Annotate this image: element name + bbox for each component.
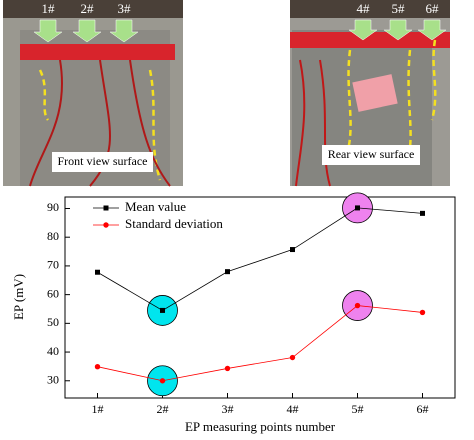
steel-plate <box>3 0 183 18</box>
point <box>159 378 166 384</box>
y-tick-label: 60 <box>47 286 59 300</box>
caption-box <box>322 145 420 165</box>
x-tick-label: 1# <box>92 402 104 416</box>
point-label: 1# <box>42 1 56 16</box>
x-tick-label: 4# <box>287 402 299 416</box>
tag <box>352 74 398 112</box>
point <box>420 210 425 216</box>
x-tick-label: 2# <box>157 402 169 416</box>
rear-photo: 4# 5# 6# Rear view surface <box>290 0 450 187</box>
point <box>160 307 165 313</box>
point-label: 5# <box>392 1 406 16</box>
point <box>224 365 231 372</box>
y-tick-label: 50 <box>47 315 59 329</box>
x-axis-label: EP measuring points number <box>185 419 336 434</box>
point-label: 3# <box>118 1 132 16</box>
arrows <box>33 19 139 43</box>
point <box>354 302 361 309</box>
x-tick-label: 6# <box>417 402 429 416</box>
x-tick-label: 5# <box>352 402 364 416</box>
caption: Rear view surface <box>328 147 415 161</box>
x-tick-label: 3# <box>222 402 234 416</box>
y-tick-label: 40 <box>47 344 59 358</box>
front-photo: 1# 2# 3# Front view surface <box>3 0 183 187</box>
legend-marker <box>103 222 109 228</box>
legend-marker <box>103 205 109 211</box>
point <box>289 354 296 361</box>
caption-box <box>52 152 153 172</box>
point <box>225 269 230 275</box>
series-line <box>97 207 423 311</box>
point-label: 6# <box>426 1 440 16</box>
series-line <box>97 305 423 382</box>
point <box>95 269 100 275</box>
y-tick-label: 70 <box>47 258 59 272</box>
legend-label: Mean value <box>125 199 186 214</box>
y-tick-label: 80 <box>47 229 59 243</box>
point <box>355 205 360 211</box>
point <box>94 364 101 370</box>
point <box>419 309 426 316</box>
y-axis-label: EP (mV) <box>11 274 26 320</box>
point <box>290 247 295 253</box>
legend-label: Standard deviation <box>125 216 223 231</box>
caption: Front view surface <box>58 154 148 168</box>
point-label: 4# <box>357 1 371 16</box>
plot-frame <box>64 196 456 399</box>
point-label: 2# <box>81 1 95 16</box>
wire <box>29 59 171 187</box>
crack-line <box>38 69 162 181</box>
wire <box>295 59 331 187</box>
steel-plate <box>290 0 450 18</box>
y-tick-label: 90 <box>47 200 59 214</box>
y-tick-label: 30 <box>47 373 59 387</box>
arrows <box>348 19 447 41</box>
rubber-band <box>290 32 450 48</box>
rubber-band <box>20 44 175 60</box>
